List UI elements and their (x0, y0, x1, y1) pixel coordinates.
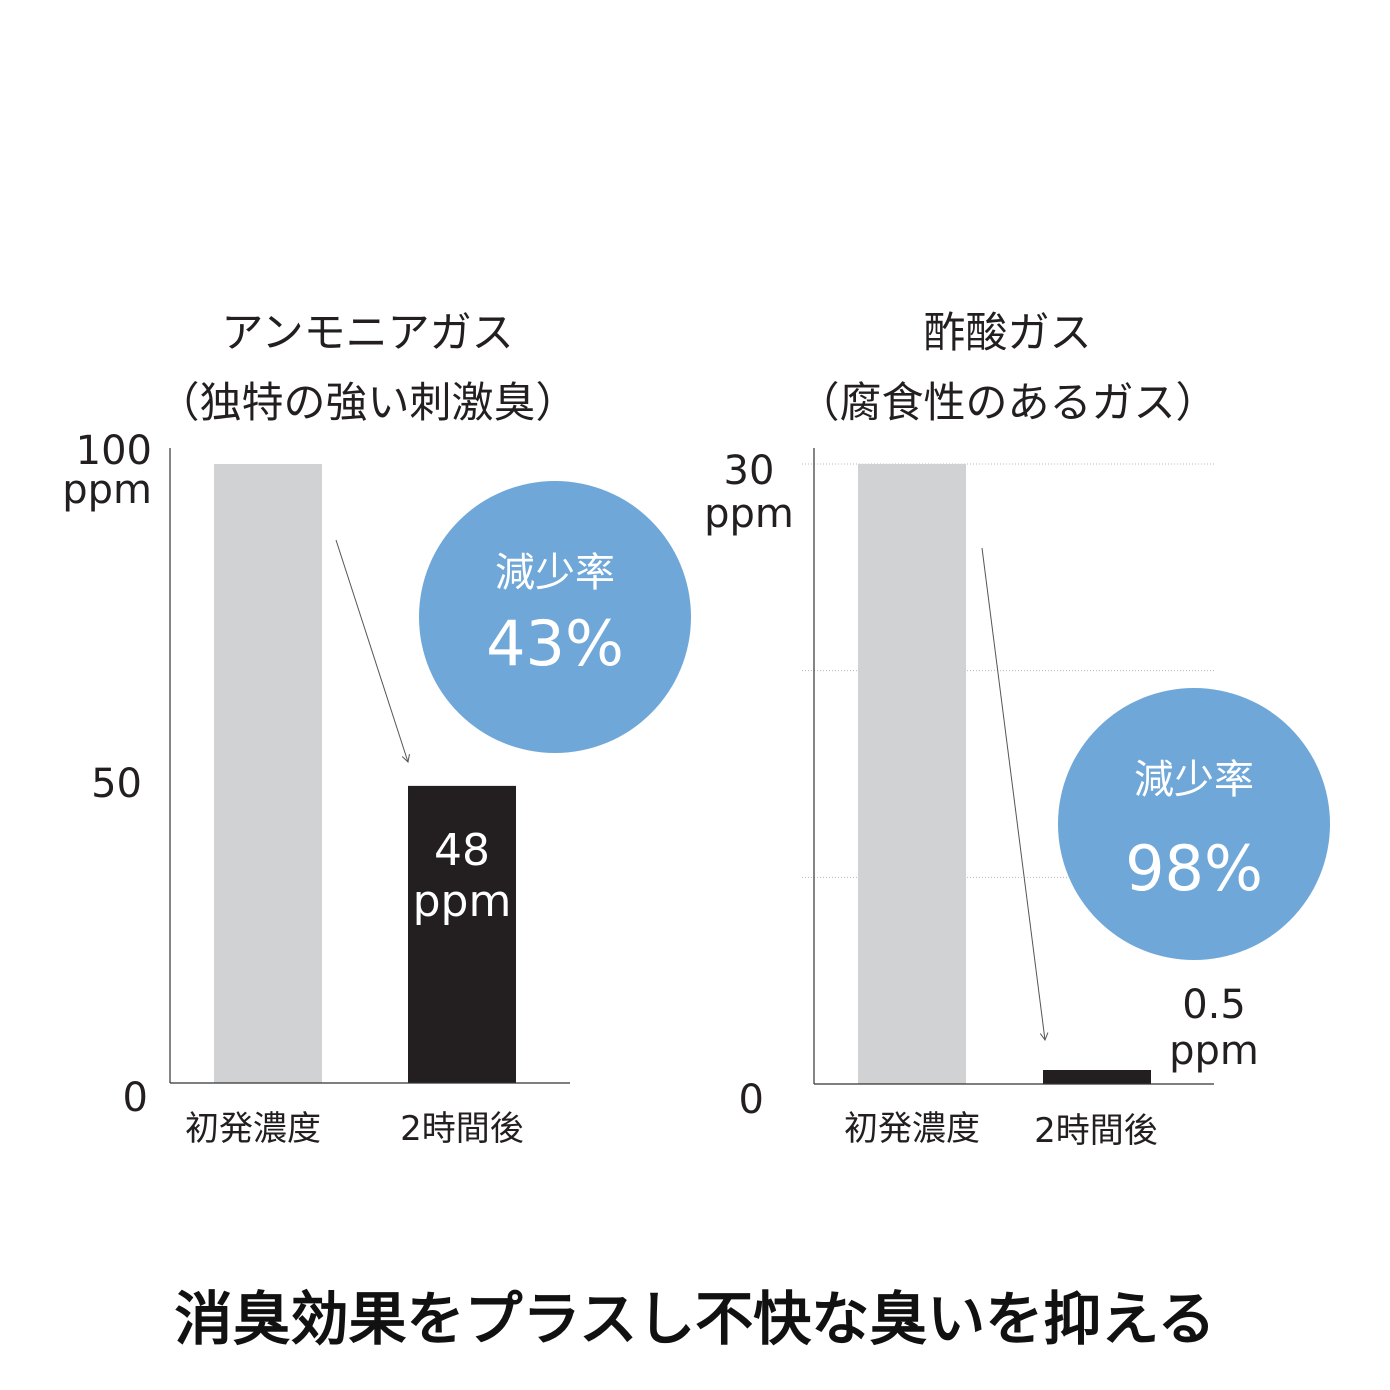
footer-caption: 消臭効果をプラスし不快な臭いを抑える (174, 1285, 1216, 1353)
trend-arrow-line (335, 539, 409, 763)
bar-value: 48 (434, 825, 490, 876)
trend-arrow-head (1039, 1032, 1049, 1042)
reduction-value: 43% (486, 607, 624, 680)
chart-subtitle: （独特の強い刺激臭） (157, 378, 578, 427)
x-label-2h: 2時間後 (1034, 1111, 1158, 1151)
x-label-initial: 初発濃度 (185, 1109, 321, 1149)
y-max-value: 30 (723, 448, 775, 494)
trend-arrow-head (401, 754, 410, 763)
bar-value: 0.5 (1182, 982, 1246, 1028)
reduction-value: 98% (1125, 832, 1263, 905)
bar-value-label: 48 ppm (408, 825, 516, 927)
y-max-label: 100 ppm (60, 431, 152, 514)
reduction-badge: 減少率 43% (419, 481, 691, 753)
y-tick-0: 0 (738, 1077, 764, 1123)
y-max-unit: ppm (704, 491, 794, 538)
y-tick-0: 0 (122, 1075, 148, 1121)
bar-value-label: 0.5 ppm (1160, 982, 1268, 1074)
x-label-2h: 2時間後 (400, 1109, 524, 1149)
y-max-unit: ppm (62, 467, 152, 514)
y-tick-50: 50 (91, 761, 142, 807)
y-max-value: 100 (75, 428, 152, 474)
chart-subtitle: （腐食性のあるガス） (797, 378, 1218, 427)
bar-value-unit: ppm (1169, 1028, 1259, 1074)
reduction-badge: 減少率 98% (1058, 688, 1330, 960)
ammonia-plot (169, 448, 570, 1084)
bar-initial (858, 464, 966, 1084)
bar-2h (408, 785, 516, 1083)
bar-2h (1043, 1070, 1151, 1084)
bar-initial (214, 464, 322, 1083)
chart-acetic-acid: 酢酸ガス （腐食性のあるガス） 30 ppm 0 初発濃度 2時間後 0.5 p… (704, 312, 1330, 1148)
trend-arrow-line (981, 547, 1046, 1041)
x-label-initial: 初発濃度 (844, 1109, 980, 1149)
chart-title: 酢酸ガス (923, 308, 1092, 357)
reduction-label: 減少率 (1134, 757, 1254, 803)
chart-ammonia: アンモニアガス （独特の強い刺激臭） 100 ppm 50 0 初発濃度 2時間… (60, 312, 691, 1149)
chart-title: アンモニアガス (221, 308, 514, 357)
reduction-label: 減少率 (495, 550, 615, 596)
y-max-label: 30 ppm (700, 448, 798, 538)
bar-value-unit: ppm (412, 875, 512, 927)
